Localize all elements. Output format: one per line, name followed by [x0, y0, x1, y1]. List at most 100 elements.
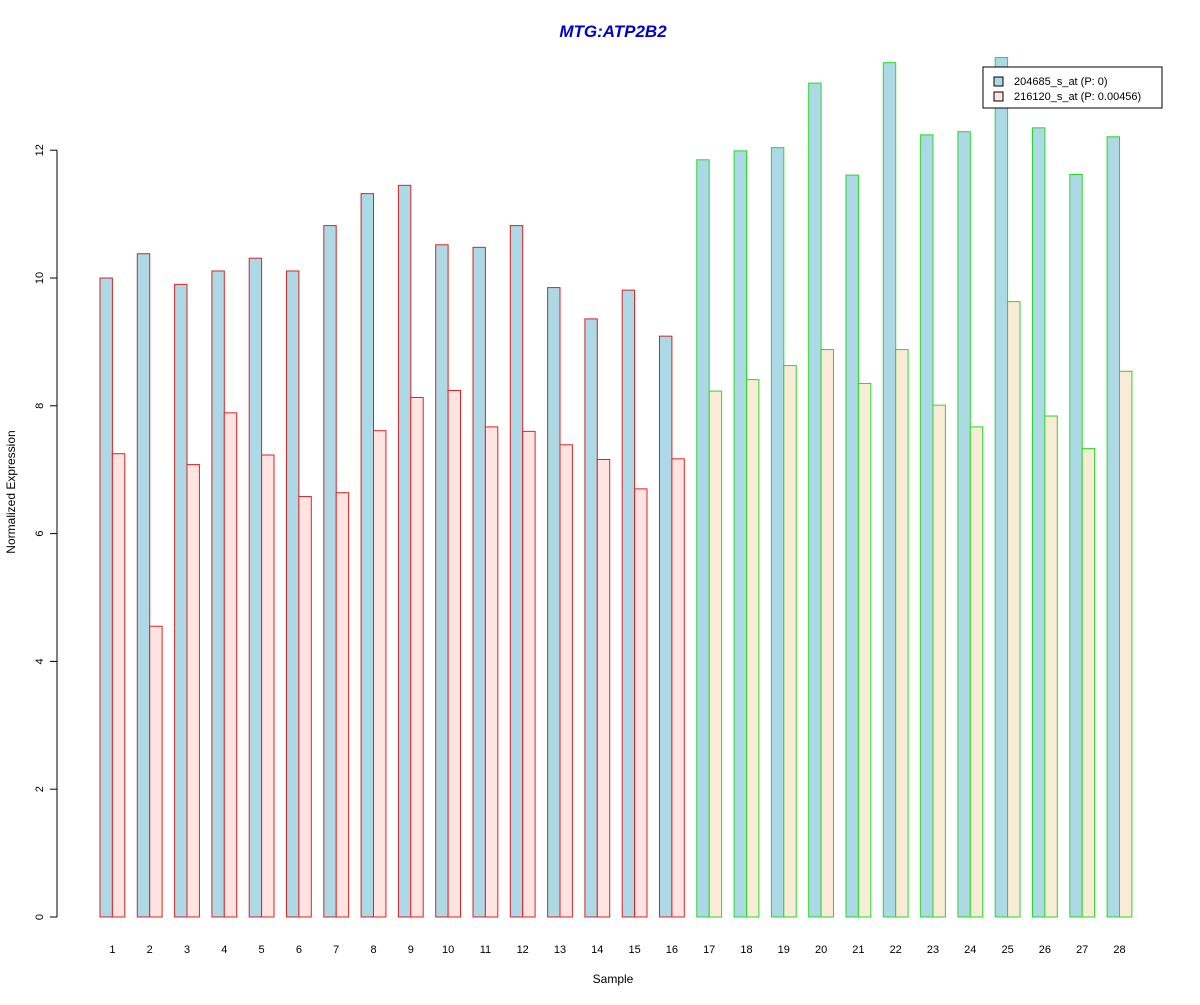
bar-series-2: [969, 426, 984, 918]
bar-series-2: [634, 488, 648, 918]
bar-series-2: [410, 396, 424, 918]
bar-series-2: [559, 444, 573, 918]
bar-series-1: [808, 82, 822, 918]
legend: 204685_s_at (P: 0) 216120_s_at (P: 0.004…: [982, 66, 1163, 109]
x-tick-label: 18: [740, 944, 752, 956]
bar-series-1: [845, 174, 859, 918]
bar-series-1: [1069, 173, 1083, 918]
x-tick-label: 11: [480, 944, 491, 956]
x-tick-labels: 1 2 3 4 5 6 7 8 9 10 11 12 13 14 15 16 17 18 19 20 21 22 23 24 2…: [109, 944, 1125, 956]
bar-series-1: [584, 318, 598, 918]
bar-series-1: [733, 150, 747, 918]
x-tick-label: 17: [703, 944, 715, 956]
x-tick-label: 14: [591, 944, 603, 956]
y-tick-label: 12: [34, 144, 46, 156]
bar-series-2: [932, 404, 946, 918]
bar-series-1: [547, 287, 561, 918]
x-tick-label: 27: [1076, 944, 1088, 956]
x-tick-label: 5: [259, 944, 265, 956]
bar-series-1: [136, 253, 151, 918]
bar-series-2: [484, 426, 499, 918]
bar-series-2: [373, 430, 387, 918]
legend-swatch-series-1: [993, 76, 1004, 87]
bar-series-1: [397, 184, 412, 918]
bar-series-2: [820, 349, 834, 918]
x-tick-label: 9: [408, 944, 414, 956]
x-tick-label: 25: [1001, 944, 1013, 956]
bar-series-2: [708, 390, 723, 918]
x-tick-label: 13: [554, 944, 566, 956]
bar-series-1: [957, 131, 971, 918]
bar-series-1: [360, 193, 375, 918]
x-tick-label: 28: [1113, 944, 1125, 956]
y-axis: 0 2 4 6 8 10 12: [34, 144, 58, 920]
x-tick-label: 3: [184, 944, 190, 956]
bar-series-2: [522, 430, 536, 918]
y-tick-label: 0: [34, 914, 46, 920]
y-tick-label: 6: [34, 531, 46, 537]
bar-series-1: [659, 335, 673, 918]
x-tick-label: 16: [666, 944, 678, 956]
bar-series-1: [1032, 127, 1046, 918]
y-tick-label: 2: [34, 786, 46, 792]
x-tick-label: 24: [964, 944, 976, 956]
bars: [99, 57, 1133, 918]
bar-series-2: [149, 625, 163, 918]
bar-series-1: [509, 225, 524, 918]
bar-series-2: [671, 458, 685, 918]
legend-box: [982, 66, 1163, 109]
bar-series-2: [783, 365, 797, 918]
legend-label-series-1: 204685_s_at (P: 0): [1014, 76, 1108, 88]
bar-series-1: [882, 62, 897, 918]
y-tick-label: 10: [34, 272, 46, 284]
legend-swatch-series-2: [993, 91, 1004, 102]
x-tick-label: 20: [815, 944, 827, 956]
bar-series-2: [1119, 370, 1133, 918]
bar-series-2: [1007, 301, 1021, 918]
x-tick-label: 10: [442, 944, 454, 956]
bar-series-1: [472, 246, 486, 918]
bar-series-1: [248, 257, 263, 918]
x-tick-label: 6: [296, 944, 302, 956]
x-tick-label: 4: [221, 944, 227, 956]
bar-series-1: [1106, 136, 1120, 918]
x-tick-label: 19: [778, 944, 790, 956]
bar-series-1: [696, 159, 710, 918]
bar-series-2: [895, 349, 909, 918]
bar-series-2: [857, 382, 872, 918]
x-tick-label: 15: [628, 944, 640, 956]
bar-series-1: [211, 270, 225, 918]
x-tick-label: 12: [517, 944, 529, 956]
legend-label-series-2: 216120_s_at (P: 0.00456): [1014, 91, 1141, 103]
y-axis-title: Normalized Expression: [4, 430, 18, 553]
y-tick-label: 8: [34, 403, 46, 409]
bar-series-1: [286, 270, 300, 918]
bar-series-2: [1044, 415, 1058, 918]
bar-series-1: [435, 244, 449, 918]
bar-series-1: [994, 57, 1009, 918]
x-tick-label: 2: [147, 944, 153, 956]
bar-series-2: [746, 379, 760, 918]
bar-series-2: [186, 464, 200, 918]
bar-series-2: [223, 412, 238, 918]
bar-series-2: [111, 453, 126, 918]
x-tick-label: 7: [333, 944, 339, 956]
chart-title: MTG:ATP2B2: [559, 22, 667, 41]
x-tick-label: 26: [1039, 944, 1051, 956]
bar-series-2: [261, 454, 275, 918]
bar-series-2: [335, 492, 350, 918]
x-tick-label: 21: [852, 944, 864, 956]
bar-series-1: [99, 277, 113, 918]
y-tick-label: 4: [34, 658, 46, 664]
bar-series-1: [920, 134, 934, 918]
bar-series-1: [174, 283, 188, 918]
bar-series-2: [447, 389, 462, 918]
x-tick-label: 8: [370, 944, 376, 956]
bar-series-1: [323, 225, 337, 918]
x-tick-label: 23: [927, 944, 939, 956]
bar-series-1: [770, 147, 785, 918]
x-tick-label: 1: [109, 944, 115, 956]
x-tick-label: 22: [890, 944, 902, 956]
